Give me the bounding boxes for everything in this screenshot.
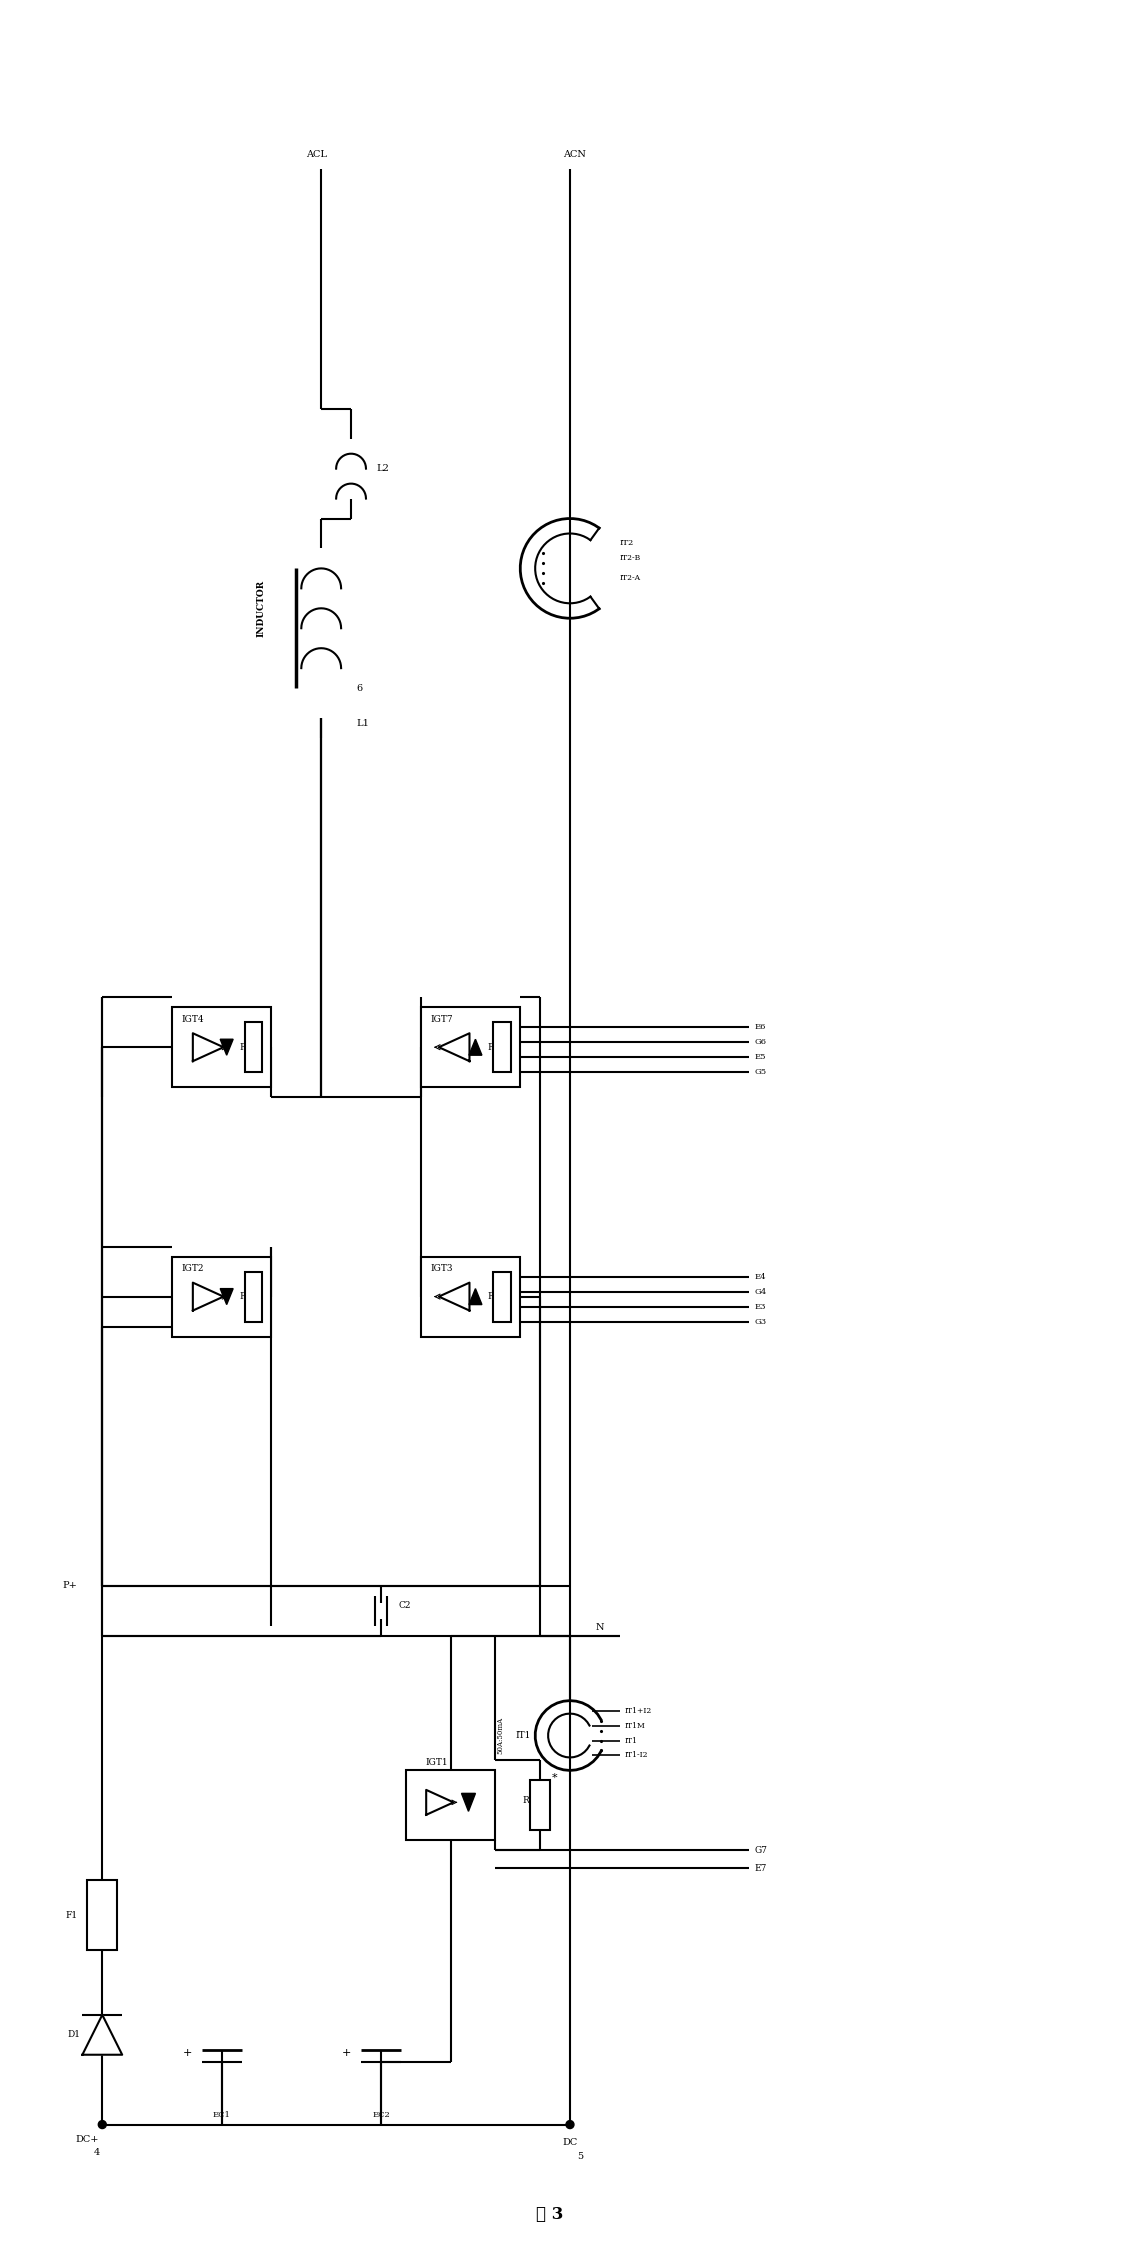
Text: L2: L2	[375, 465, 389, 474]
Polygon shape	[193, 1034, 224, 1061]
Polygon shape	[193, 1283, 224, 1310]
Bar	[421, 1256, 520, 1338]
Text: G7: G7	[754, 1845, 767, 1854]
Bar	[530, 1780, 550, 1829]
Text: EC2: EC2	[372, 2111, 390, 2120]
Text: IGT3: IGT3	[431, 1265, 454, 1274]
Text: E7: E7	[754, 1863, 767, 1873]
Bar	[172, 1256, 271, 1338]
Text: IGT4: IGT4	[182, 1016, 205, 1025]
Text: E3: E3	[754, 1304, 766, 1310]
Text: EC1: EC1	[213, 2111, 231, 2120]
Text: R4: R4	[239, 1043, 251, 1052]
Polygon shape	[221, 1038, 233, 1054]
Text: DC: DC	[562, 2138, 578, 2147]
Polygon shape	[83, 2015, 122, 2054]
Text: R1: R1	[523, 1795, 535, 1805]
Circle shape	[566, 2120, 573, 2129]
Text: G3: G3	[754, 1317, 766, 1326]
Text: N: N	[596, 1623, 604, 1632]
Text: INDUCTOR: INDUCTOR	[257, 580, 266, 637]
Text: P+: P+	[62, 1582, 77, 1591]
Text: R3: R3	[487, 1292, 500, 1301]
Text: F1: F1	[66, 1911, 77, 1920]
Polygon shape	[439, 1034, 469, 1061]
Text: IT1: IT1	[516, 1732, 530, 1741]
Text: ACN: ACN	[563, 150, 586, 159]
Text: DC+: DC+	[76, 2136, 100, 2145]
Text: R5: R5	[487, 1043, 500, 1052]
Bar	[493, 1022, 511, 1072]
Text: G4: G4	[754, 1288, 767, 1297]
Text: IT2: IT2	[620, 540, 634, 546]
Polygon shape	[439, 1283, 469, 1310]
Bar	[406, 1771, 495, 1841]
Bar	[244, 1022, 262, 1072]
Bar	[493, 1272, 511, 1322]
Text: IT2-B: IT2-B	[620, 555, 641, 562]
Text: G6: G6	[754, 1038, 766, 1047]
Text: IT1M: IT1M	[624, 1721, 646, 1730]
Text: IT1+I2: IT1+I2	[624, 1707, 651, 1714]
Text: IGT2: IGT2	[182, 1265, 205, 1274]
Polygon shape	[221, 1288, 233, 1304]
Text: 4: 4	[94, 2149, 101, 2156]
Text: +: +	[342, 2047, 351, 2058]
Text: IT1: IT1	[624, 1737, 638, 1746]
Text: E4: E4	[754, 1272, 766, 1281]
Bar	[421, 1007, 520, 1088]
Circle shape	[98, 2120, 106, 2129]
Text: ACL: ACL	[305, 150, 327, 159]
Text: IGT1: IGT1	[425, 1757, 448, 1766]
Text: D1: D1	[68, 2031, 80, 2040]
Polygon shape	[426, 1791, 454, 1816]
Polygon shape	[461, 1793, 475, 1811]
Text: 图 3: 图 3	[536, 2206, 563, 2224]
Text: G5: G5	[754, 1068, 766, 1077]
Text: 50A:50mA: 50A:50mA	[497, 1716, 504, 1755]
Text: 5: 5	[577, 2151, 582, 2160]
Text: R2: R2	[239, 1292, 251, 1301]
Text: E5: E5	[754, 1054, 766, 1061]
Text: IT2-A: IT2-A	[620, 574, 641, 583]
Polygon shape	[469, 1288, 482, 1304]
Bar	[87, 1879, 118, 1950]
Polygon shape	[469, 1038, 482, 1054]
Bar	[244, 1272, 262, 1322]
Text: IT1-I2: IT1-I2	[624, 1752, 648, 1759]
Bar	[172, 1007, 271, 1088]
Text: 6: 6	[356, 685, 362, 694]
Text: L1: L1	[356, 719, 369, 728]
Text: IGT7: IGT7	[431, 1016, 454, 1025]
Text: *: *	[552, 1773, 558, 1782]
Text: +: +	[182, 2047, 192, 2058]
Text: C2: C2	[399, 1601, 412, 1610]
Text: E6: E6	[754, 1022, 766, 1031]
